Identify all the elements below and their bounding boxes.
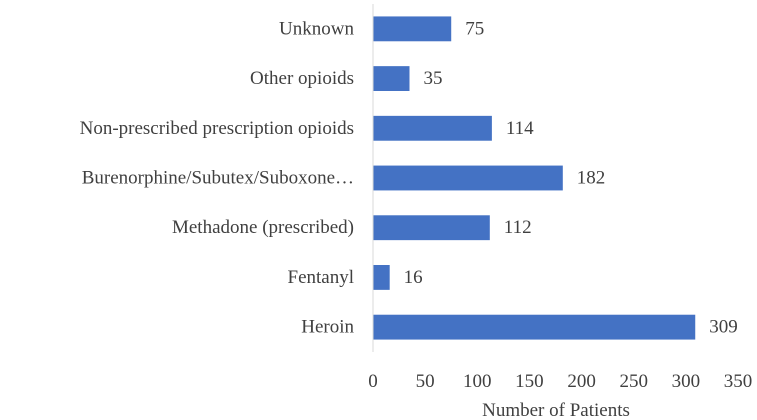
- x-tick-label: 350: [724, 371, 753, 392]
- bar: [373, 66, 410, 91]
- data-label: 35: [424, 68, 443, 89]
- data-label: 114: [506, 118, 534, 139]
- bar: [373, 165, 563, 191]
- category-label: Heroin: [301, 317, 354, 338]
- bar: [373, 265, 390, 290]
- bars-layer: [373, 16, 696, 340]
- x-tick-label: 50: [416, 371, 435, 392]
- data-labels: 75 35 114 182 112 16 309: [404, 18, 738, 337]
- data-label: 75: [465, 18, 484, 39]
- category-label: Burenorphine/Subutex/Suboxone…: [82, 168, 354, 189]
- category-label: Methadone (prescribed): [172, 217, 354, 238]
- x-tick-label: 150: [515, 371, 544, 392]
- category-label: Unknown: [279, 18, 354, 39]
- data-label: 309: [709, 317, 738, 338]
- category-label: Fentanyl: [288, 267, 355, 288]
- data-label: 112: [504, 217, 532, 238]
- bar: [373, 314, 696, 340]
- category-label: Non-prescribed prescription opioids: [80, 118, 354, 139]
- bar: [373, 115, 492, 141]
- bar: [373, 215, 490, 241]
- data-label: 182: [577, 168, 606, 189]
- x-axis-title: Number of Patients: [482, 400, 630, 420]
- data-label: 16: [404, 267, 423, 288]
- category-label: Other opioids: [250, 68, 354, 89]
- x-tick-label: 100: [463, 371, 492, 392]
- x-tick-label: 250: [619, 371, 648, 392]
- x-tick-label: 0: [368, 371, 378, 392]
- bar: [373, 16, 452, 42]
- x-tick-labels: 0 50 100 150 200 250 300 350: [368, 371, 752, 392]
- x-tick-label: 300: [672, 371, 701, 392]
- category-labels: Unknown Other opioids Non-prescribed presc…: [80, 18, 355, 337]
- x-tick-label: 200: [567, 371, 596, 392]
